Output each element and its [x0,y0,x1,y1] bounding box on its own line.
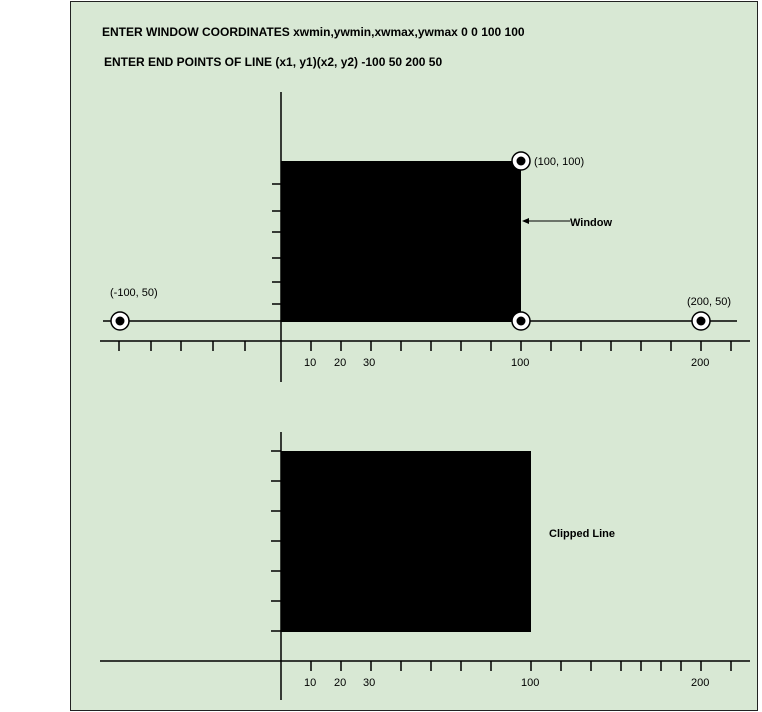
point-marker-minus100-50 [110,311,130,331]
point-marker-200-50 [691,311,711,331]
bottom-tick-label-100: 100 [521,677,539,689]
window-label: Window [570,217,612,229]
top-tick-label-100: 100 [511,357,529,369]
top-x-ticks [118,341,732,351]
clipped-line-label: Clipped Line [549,528,615,540]
top-y-ticks [272,183,281,305]
top-tick-label-10: 10 [304,357,316,369]
clipped-window-rectangle [281,451,531,632]
point-label-100-100: (100, 100) [534,156,584,168]
top-plot: Window [100,92,750,382]
point-label-minus100-50: (-100, 50) [110,287,158,299]
window-coordinates-prompt: ENTER WINDOW COORDINATES xwmin,ywmin,xwm… [102,25,525,39]
bottom-tick-label-200: 200 [691,677,709,689]
point-marker-100-100 [511,151,531,171]
window-rectangle [281,161,521,322]
bottom-y-ticks [271,450,281,632]
top-tick-label-20: 20 [334,357,346,369]
top-tick-label-30: 30 [363,357,375,369]
bottom-x-ticks [310,661,732,671]
point-marker-100-0 [511,311,531,331]
bottom-plot: Clipped Line [100,432,750,700]
bottom-tick-label-10: 10 [304,677,316,689]
line-endpoints-prompt: ENTER END POINTS OF LINE (x1, y1)(x2, y2… [104,55,443,69]
window-arrow-head [522,218,529,224]
bottom-tick-label-30: 30 [363,677,375,689]
top-tick-label-200: 200 [691,357,709,369]
bottom-tick-label-20: 20 [334,677,346,689]
point-label-200-50: (200, 50) [687,296,731,308]
